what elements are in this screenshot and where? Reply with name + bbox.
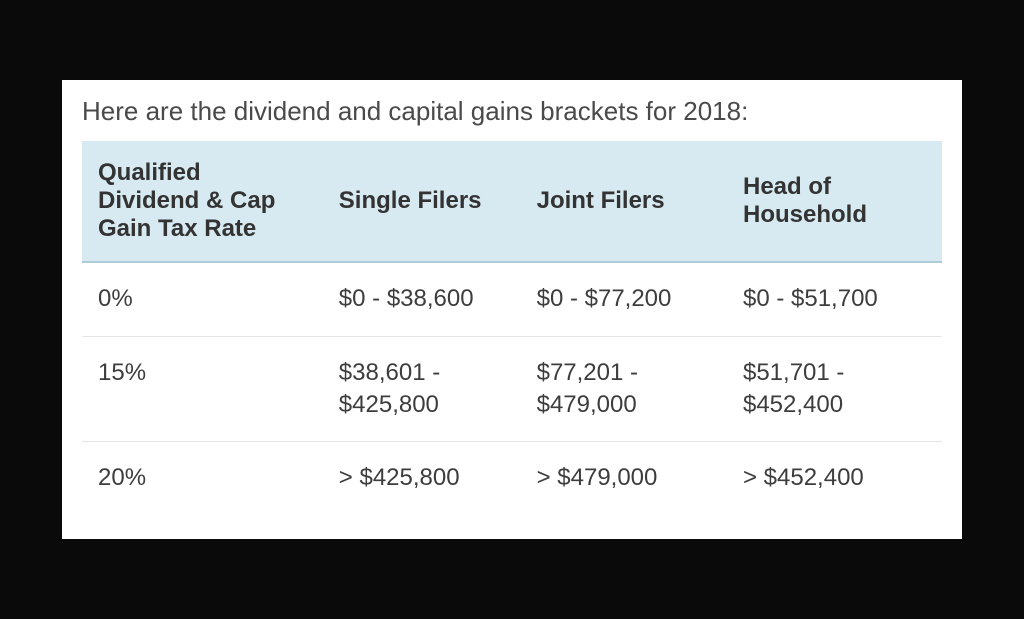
cell-hoh: $51,701 - $452,400: [727, 336, 942, 442]
cell-joint: $77,201 - $479,000: [521, 336, 727, 442]
cell-rate: 15%: [82, 336, 323, 442]
tax-bracket-card: Here are the dividend and capital gains …: [62, 80, 962, 539]
table-row: 20% > $425,800 > $479,000 > $452,400: [82, 442, 942, 515]
col-header-joint: Joint Filers: [521, 141, 727, 262]
cell-single: $38,601 - $425,800: [323, 336, 521, 442]
cell-single: > $425,800: [323, 442, 521, 515]
cell-joint: > $479,000: [521, 442, 727, 515]
col-header-single: Single Filers: [323, 141, 521, 262]
table-header-row: Qualified Dividend & Cap Gain Tax Rate S…: [82, 141, 942, 262]
table-row: 15% $38,601 - $425,800 $77,201 - $479,00…: [82, 336, 942, 442]
cell-rate: 20%: [82, 442, 323, 515]
table-row: 0% $0 - $38,600 $0 - $77,200 $0 - $51,70…: [82, 262, 942, 336]
cell-hoh: > $452,400: [727, 442, 942, 515]
tax-bracket-table: Qualified Dividend & Cap Gain Tax Rate S…: [82, 141, 942, 515]
col-header-hoh: Head of Household: [727, 141, 942, 262]
cell-joint: $0 - $77,200: [521, 262, 727, 336]
cell-hoh: $0 - $51,700: [727, 262, 942, 336]
col-header-rate: Qualified Dividend & Cap Gain Tax Rate: [82, 141, 323, 262]
cell-rate: 0%: [82, 262, 323, 336]
page-title: Here are the dividend and capital gains …: [82, 96, 942, 127]
cell-single: $0 - $38,600: [323, 262, 521, 336]
